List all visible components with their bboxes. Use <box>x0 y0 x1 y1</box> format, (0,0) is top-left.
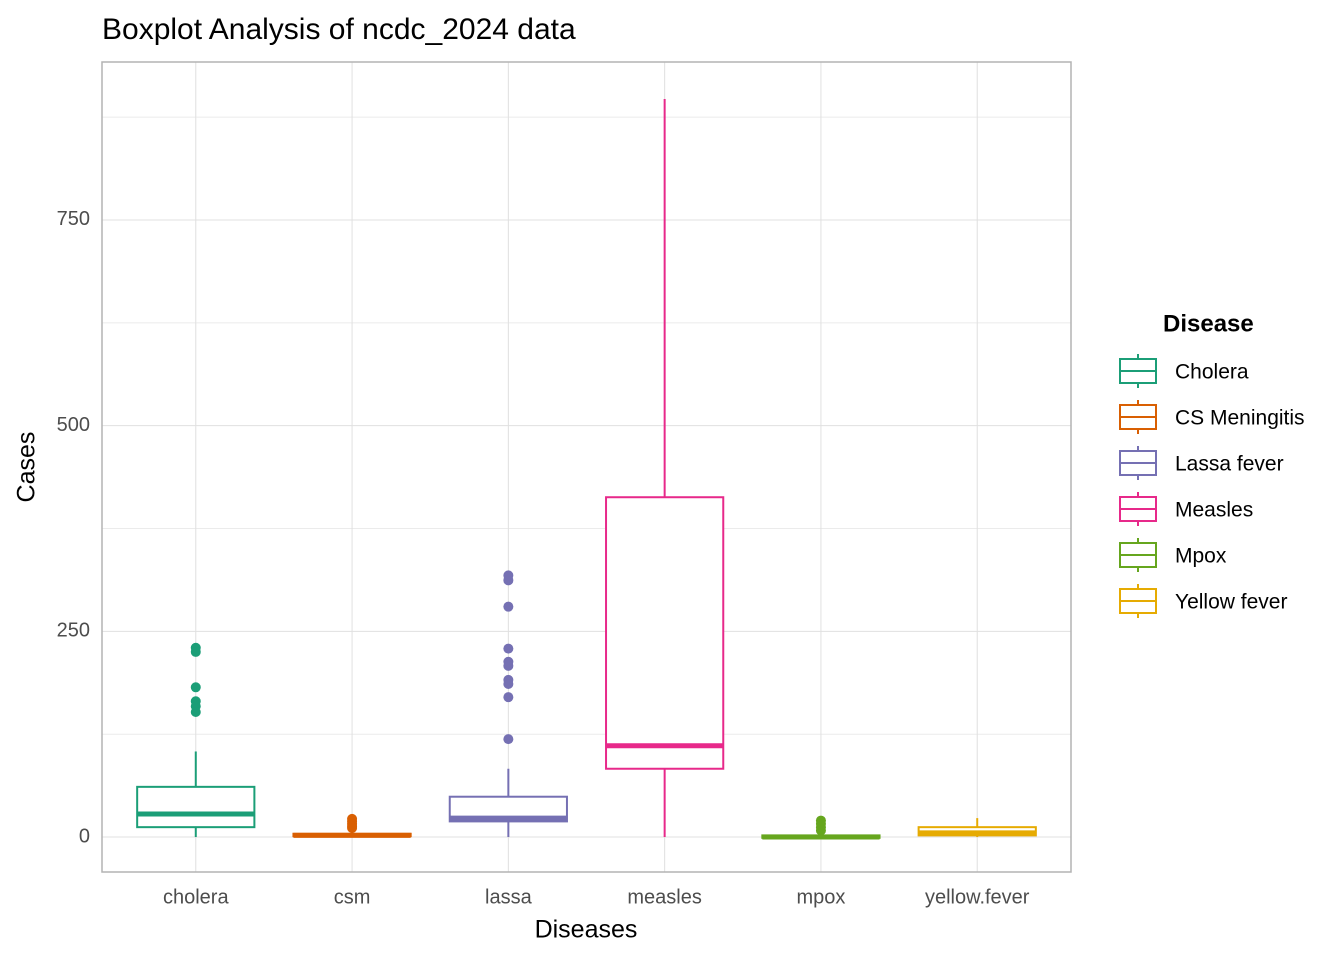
outlier <box>190 646 201 657</box>
y-tick-label: 500 <box>57 414 90 436</box>
box <box>605 496 725 770</box>
x-tick-label: measles <box>627 886 701 908</box>
chart-title: Boxplot Analysis of ncdc_2024 data <box>102 13 576 46</box>
outlier <box>503 575 514 586</box>
outlier <box>503 643 514 654</box>
outlier <box>503 734 514 745</box>
legend-label: Mpox <box>1175 545 1227 568</box>
y-tick-label: 0 <box>79 825 90 847</box>
outlier <box>815 825 826 836</box>
outlier <box>503 660 514 671</box>
x-tick-label: lassa <box>485 886 533 908</box>
legend-label: Lassa fever <box>1175 453 1284 476</box>
legend-label: CS Meningitis <box>1175 407 1305 430</box>
outlier <box>503 679 514 690</box>
legend-label: Measles <box>1175 499 1253 522</box>
outlier <box>503 601 514 612</box>
y-tick-label: 250 <box>57 620 90 642</box>
y-axis-title: Cases <box>13 432 41 503</box>
box <box>136 785 256 829</box>
legend-label: Yellow fever <box>1175 591 1287 614</box>
x-tick-label: mpox <box>796 886 845 908</box>
x-tick-label: csm <box>334 886 371 908</box>
outlier <box>503 692 514 703</box>
outlier <box>190 682 201 693</box>
legend-label: Cholera <box>1175 361 1249 384</box>
y-tick-label: 750 <box>57 208 90 230</box>
x-axis-title: Diseases <box>535 916 638 944</box>
x-tick-label: cholera <box>163 886 229 908</box>
outlier <box>190 706 201 717</box>
x-tick-label: yellow.fever <box>925 886 1030 908</box>
outlier <box>347 822 358 833</box>
legend-title: Disease <box>1163 310 1254 337</box>
panel-border <box>101 61 1072 873</box>
